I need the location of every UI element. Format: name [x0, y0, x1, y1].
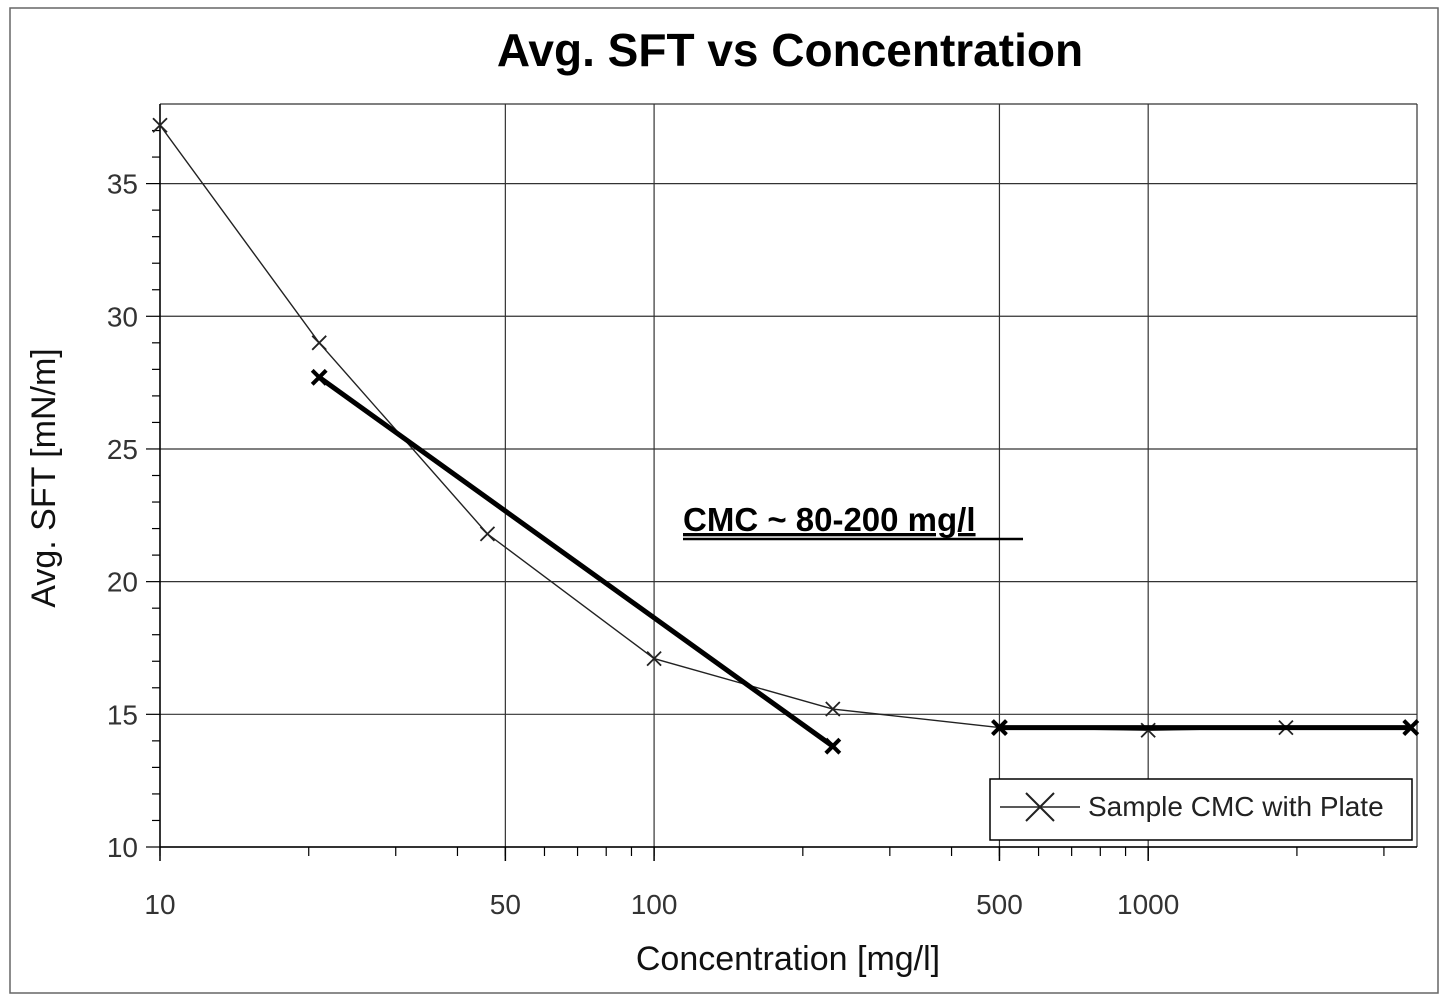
y-tick-label: 10	[107, 832, 138, 863]
x-axis-title: Concentration [mg/l]	[636, 940, 940, 978]
x-tick-label: 100	[631, 889, 678, 920]
trend-end-marker	[824, 737, 842, 755]
x-tick-label: 500	[976, 889, 1023, 920]
cmc-annotation: CMC ~ 80-200 mg/l	[683, 501, 976, 538]
data-point-marker	[646, 650, 662, 667]
x-tick-label: 10	[144, 889, 175, 920]
data-point-marker	[825, 701, 841, 717]
trend-lines	[310, 368, 1420, 755]
x-tick-label: 50	[490, 889, 521, 920]
chart-title: Avg. SFT vs Concentration	[497, 24, 1083, 76]
y-tick-label: 30	[107, 301, 138, 332]
trend-line	[317, 375, 835, 749]
legend: Sample CMC with Plate	[989, 778, 1413, 841]
legend-label: Sample CMC with Plate	[1088, 791, 1384, 822]
y-tick-label: 15	[107, 699, 138, 730]
data-point-marker	[152, 117, 168, 133]
chart-frame	[9, 7, 1439, 994]
y-tick-label: 20	[107, 567, 138, 598]
y-tick-label: 35	[107, 169, 138, 200]
y-axis-title: Avg. SFT [mN/m]	[25, 348, 63, 607]
x-tick-label: 1000	[1117, 889, 1179, 920]
trend-end-marker	[310, 368, 328, 386]
legend-marker-x-icon	[1025, 792, 1055, 822]
trend-end-marker	[991, 719, 1008, 737]
trend-end-marker	[1402, 719, 1420, 737]
grid	[159, 103, 1418, 848]
y-tick-label: 25	[107, 434, 138, 465]
data-point-marker	[479, 526, 496, 542]
legend-box	[989, 778, 1413, 841]
ticks: 10 50 100 500 1000 10 15 20 25 30 35	[107, 129, 1385, 920]
data-point-marker	[311, 335, 327, 351]
